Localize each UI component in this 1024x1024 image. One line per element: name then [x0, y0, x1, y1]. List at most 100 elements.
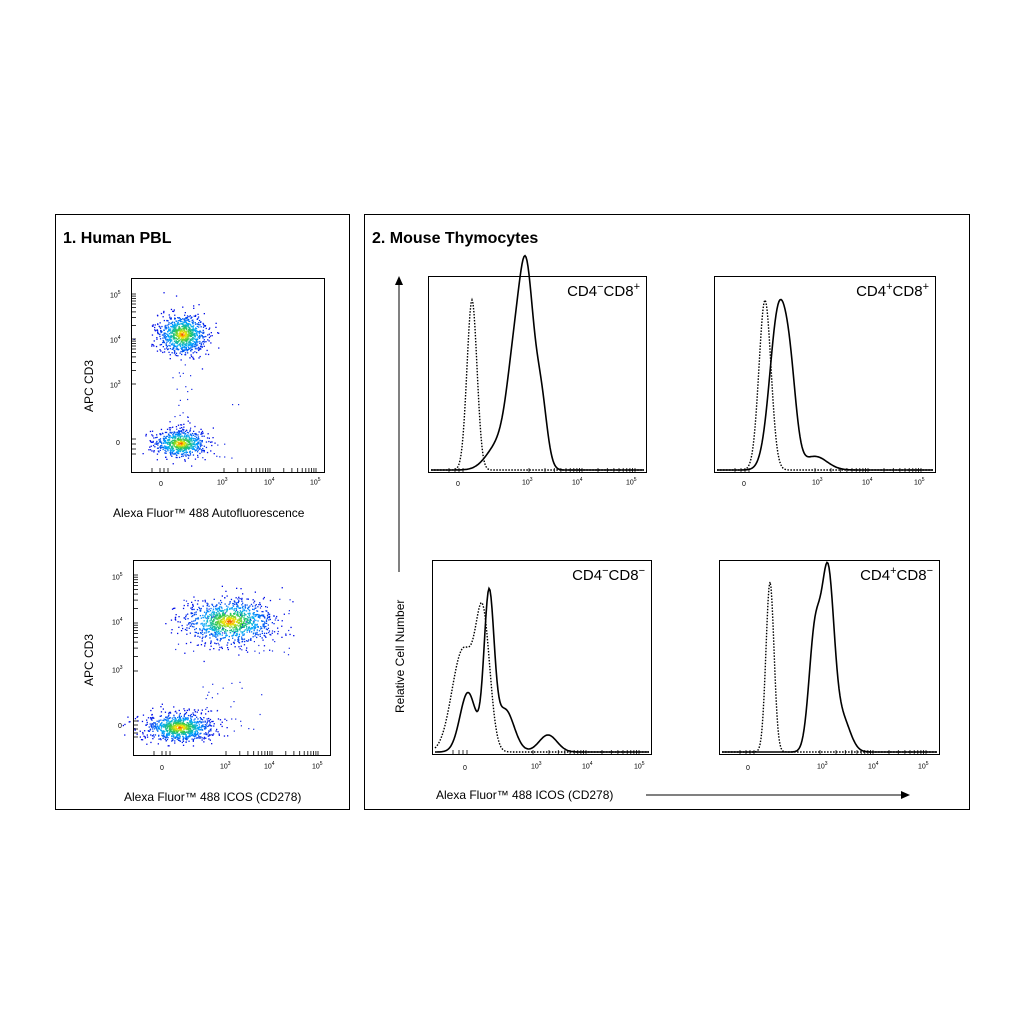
dotplot-1-point: [159, 327, 162, 329]
dotplot-1-point: [181, 427, 183, 429]
dotplot-2-point: [255, 632, 257, 634]
dotplot-2-point: [181, 741, 183, 744]
dotplot-2-point: [146, 734, 148, 736]
dotplot-2-point: [175, 730, 178, 732]
dotplot-2-point: [228, 617, 230, 619]
dotplot-2-point: [230, 617, 232, 619]
dotplot-2-point: [197, 709, 199, 711]
dotplot-2-point: [163, 736, 165, 738]
dotplot-1-point: [167, 441, 169, 444]
dotplot-2-point: [224, 615, 226, 617]
dotplot-2-point: [168, 725, 170, 727]
dotplot-2-point: [195, 721, 198, 723]
dotplot-1-point: [154, 324, 156, 326]
histogram-cd4neg-cd8pos-curves: [431, 254, 644, 472]
dotplot-2-point: [127, 716, 129, 718]
dotplot-2-point: [212, 621, 214, 623]
dotplot-2-point: [167, 745, 169, 747]
dotplot-1-point: [191, 343, 193, 345]
dotplot-2-point: [148, 730, 151, 732]
dotplot-2-point: [221, 609, 224, 612]
dotplot-1-point: [182, 322, 184, 324]
dotplot-2-point: [233, 613, 235, 615]
dotplot-1-point: [180, 320, 182, 323]
dotplot-1-point: [197, 447, 200, 449]
dotplot-2-point: [223, 617, 225, 620]
dotplot-2-point: [214, 618, 216, 620]
dotplot-2-point: [242, 602, 244, 604]
dotplot-1-point: [201, 435, 203, 437]
dotplot-2-point: [233, 701, 235, 703]
dotplot-2-point: [189, 727, 191, 730]
dotplot-2-point: [247, 629, 249, 631]
dotplot-1-point: [185, 439, 187, 441]
dotplot-1-point: [208, 437, 210, 439]
dotplot-2-point: [184, 731, 186, 733]
dotplot-2-point: [229, 620, 231, 622]
dotplot-2-point: [256, 610, 258, 612]
dotplot-1-point: [199, 330, 201, 332]
dotplot-2-point: [217, 618, 219, 620]
dotplot-2-point: [267, 624, 269, 626]
dotplot-2-point: [225, 633, 227, 635]
dotplot-1-point: [188, 333, 190, 335]
dotplot-1-point: [187, 332, 190, 334]
dotplot-2-point: [218, 632, 220, 635]
dotplot-1-point: [178, 430, 180, 432]
dotplot-1-point: [179, 318, 181, 320]
dotplot-1-point: [186, 334, 188, 336]
dotplot-1-point: [196, 330, 198, 332]
dotplot-2-point: [246, 621, 249, 623]
dotplot-2-point: [174, 617, 177, 619]
dotplot-2-point: [233, 617, 235, 619]
dotplot-2-point: [182, 721, 185, 723]
dotplot-1-point: [183, 325, 185, 327]
dotplot-2-point: [166, 733, 168, 735]
dotplot-2-point: [185, 741, 187, 743]
dotplot-2-point: [181, 727, 183, 729]
dotplot-1-point: [200, 449, 203, 451]
dotplot-2-point: [241, 631, 244, 634]
dotplot-2-point: [210, 640, 212, 642]
dotplot-1-point: [175, 434, 178, 436]
dotplot-1-point: [199, 342, 201, 344]
dotplot-2-point: [176, 731, 179, 734]
histogram-cd4neg-cd8pos: CD4−CD8+: [428, 254, 647, 473]
dotplot-1-point: [190, 447, 192, 449]
dotplot-2-point: [228, 639, 230, 641]
dotplot-1-point: [178, 445, 180, 447]
dotplot-2-point: [178, 723, 180, 726]
dotplot-2-point: [150, 718, 152, 720]
dotplot-1-point: [167, 326, 169, 328]
dotplot-1-point: [167, 335, 169, 337]
dotplot-2-point: [179, 717, 181, 719]
dotplot-2-point: [272, 639, 274, 641]
dotplot-2-point: [190, 716, 192, 718]
dotplot-2-point: [216, 621, 218, 624]
dotplot-2-point: [176, 726, 178, 728]
dotplot-2-point: [171, 726, 173, 728]
dotplot-2-point: [171, 732, 173, 734]
dotplot-2-point: [168, 723, 170, 725]
dotplot-2-point: [168, 732, 170, 735]
dotplot-2-point: [176, 724, 179, 726]
dotplot-1-point: [200, 342, 202, 344]
dotplot-2-point: [198, 726, 200, 728]
dotplot-2-point: [175, 710, 177, 712]
dotplot-2-point: [209, 634, 211, 636]
dotplot-1-point: [183, 327, 185, 329]
dotplot-2-point: [146, 723, 148, 725]
dotplot-1-point: [177, 452, 179, 454]
dotplot-1-point: [186, 337, 188, 339]
dotplot-1-point: [193, 329, 195, 331]
dotplot-2-point: [227, 625, 229, 627]
dotplot-2-point: [218, 609, 221, 611]
dotplot-2-point: [195, 617, 197, 620]
dotplot-2-point: [227, 615, 229, 617]
dotplot-1-point: [145, 435, 147, 437]
dotplot-2-point: [186, 709, 188, 712]
dotplot-2-point: [234, 624, 236, 626]
dotplot-2-point: [233, 609, 235, 612]
dotplot-2-point: [170, 725, 172, 728]
dotplot-2-point: [177, 737, 180, 739]
